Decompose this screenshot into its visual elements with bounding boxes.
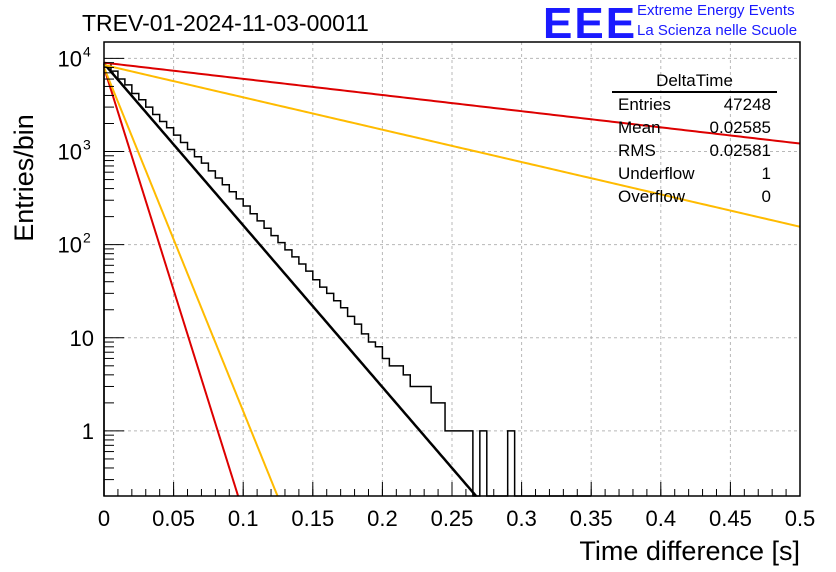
y-tick-label: 10: [70, 326, 94, 351]
stats-value: 0: [761, 187, 771, 206]
stats-row: Mean 0.02585: [612, 116, 777, 139]
stats-value: 0.02581: [709, 141, 771, 160]
x-tick-label: 0.05: [152, 506, 195, 531]
orange-fit-curve: [103, 63, 801, 228]
x-tick-label: 0.1: [228, 506, 259, 531]
stats-row: Overflow 0: [612, 185, 777, 208]
run-title: TREV-01-2024-11-03-00011: [82, 10, 369, 36]
red-fit-curve: [103, 61, 801, 145]
stats-value: 0.02585: [709, 118, 771, 137]
logo-line-2: La Scienza nelle Scuole: [637, 22, 798, 39]
x-tick-label: 0.25: [431, 506, 474, 531]
stats-label: Underflow: [618, 164, 695, 183]
orange-fit-curve: [103, 67, 279, 497]
stats-label: Mean: [618, 118, 661, 137]
stats-box: DeltaTime Entries 47248 Mean 0.02585 RMS 0.02…: [612, 70, 777, 208]
x-tick-label: 0.2: [367, 506, 398, 531]
stats-rows: Entries 47248 Mean 0.02585 RMS 0.02581 Underfl…: [612, 93, 777, 208]
stats-row: Underflow 1: [612, 162, 777, 185]
y-tick-label: 10: [58, 46, 82, 71]
stats-label: RMS: [618, 141, 656, 160]
x-tick-label: 0.3: [506, 506, 537, 531]
x-tick-label: 0: [98, 506, 110, 531]
y-tick-exponent: 2: [83, 230, 91, 246]
y-tick-label: 10: [58, 140, 82, 165]
y-tick-label: 1: [82, 419, 94, 444]
y-axis-label: Entries/bin: [9, 114, 39, 242]
x-tick-label: 0.45: [709, 506, 752, 531]
red-fit-curve: [103, 67, 240, 497]
y-tick-label: 10: [58, 233, 82, 258]
stats-row: RMS 0.02581: [612, 139, 777, 162]
x-tick-label: 0.15: [291, 506, 334, 531]
y-tick-exponent: 3: [83, 137, 91, 153]
fit-curves: [103, 61, 801, 497]
black-fit-curve: [103, 62, 478, 497]
logo-line-1: Extreme Energy Events: [637, 2, 795, 19]
tick-labels: 0 0.05 0.1 0.15 0.2 0.25 0.3 0.35 0.4 0.45 0.51101…: [58, 43, 816, 531]
stats-row: Entries 47248: [612, 93, 777, 116]
y-tick-exponent: 4: [83, 43, 91, 59]
stats-label: Entries: [618, 95, 671, 114]
x-axis-label: Time difference [s]: [579, 536, 800, 566]
x-tick-label: 0.4: [646, 506, 677, 531]
eee-logo: EEE: [543, 0, 638, 48]
axis-ticks: [103, 57, 801, 497]
x-tick-label: 0.35: [570, 506, 613, 531]
stats-value: 1: [761, 164, 771, 183]
stats-title: DeltaTime: [612, 70, 777, 93]
grid-lines: [104, 42, 800, 496]
stats-label: Overflow: [618, 187, 686, 206]
x-tick-label: 0.5: [785, 506, 816, 531]
stats-value: 47248: [723, 95, 771, 114]
